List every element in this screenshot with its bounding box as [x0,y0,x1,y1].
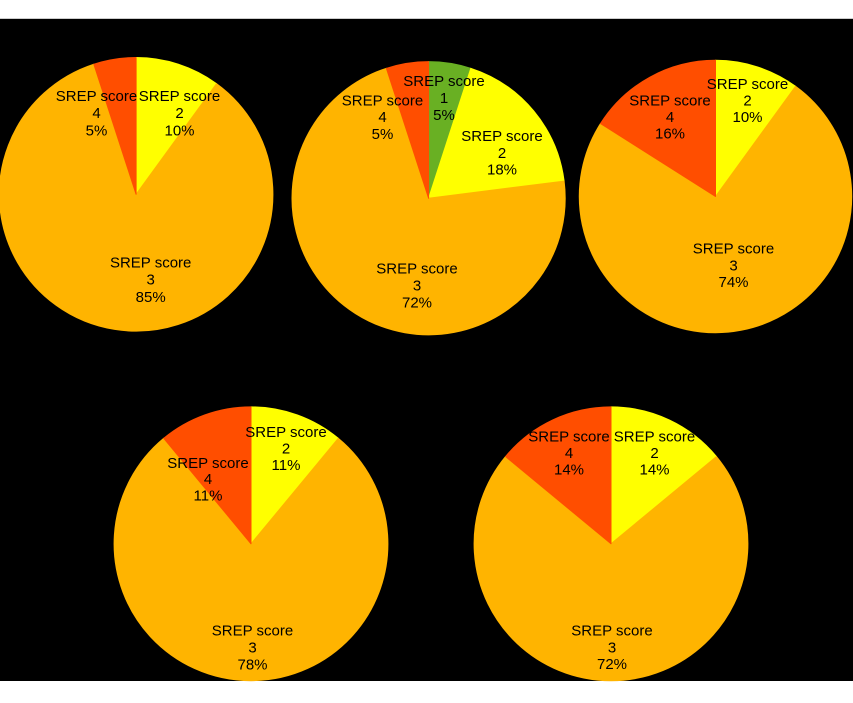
svg-text:2: 2 [743,93,751,110]
svg-text:11%: 11% [272,457,301,474]
svg-text:2: 2 [175,105,183,122]
svg-text:2: 2 [282,441,290,458]
svg-text:SREP score: SREP score [376,261,457,278]
svg-text:SREP score: SREP score [614,429,695,446]
svg-text:4: 4 [378,109,386,126]
svg-text:SREP score: SREP score [167,455,248,472]
svg-text:10%: 10% [164,123,194,140]
svg-text:85%: 85% [136,289,166,306]
svg-text:4: 4 [92,105,100,122]
svg-text:11%: 11% [194,488,223,505]
svg-text:SREP score: SREP score [693,241,774,258]
svg-text:SREP score: SREP score [110,255,191,272]
svg-text:72%: 72% [402,295,432,312]
svg-text:3: 3 [147,272,155,289]
svg-text:SREP score: SREP score [342,92,423,109]
svg-text:74%: 74% [718,274,748,291]
svg-text:1: 1 [440,90,448,107]
svg-text:SREP score: SREP score [528,429,609,446]
svg-text:14%: 14% [554,462,584,479]
svg-text:5%: 5% [86,123,108,140]
svg-text:3: 3 [248,640,256,657]
svg-text:4: 4 [666,109,674,126]
svg-text:SREP score: SREP score [245,424,326,441]
svg-text:14%: 14% [639,462,669,479]
svg-text:SREP score: SREP score [707,76,788,93]
svg-text:5%: 5% [372,126,394,143]
svg-text:3: 3 [729,257,737,274]
svg-text:SREP score: SREP score [629,93,710,110]
svg-text:SREP score: SREP score [212,623,293,640]
svg-text:4: 4 [565,445,573,462]
svg-text:4: 4 [204,471,212,488]
svg-text:72%: 72% [597,656,627,673]
svg-text:SREP score: SREP score [403,73,484,90]
svg-text:5%: 5% [433,107,455,124]
svg-text:2: 2 [498,145,506,162]
svg-text:16%: 16% [655,126,685,143]
svg-text:SREP score: SREP score [139,88,220,105]
svg-text:78%: 78% [237,657,267,674]
svg-text:3: 3 [608,640,616,657]
svg-text:2: 2 [650,445,658,462]
svg-text:SREP score: SREP score [461,128,542,145]
svg-text:18%: 18% [487,162,517,179]
svg-text:SREP score: SREP score [571,623,652,640]
svg-text:SREP score: SREP score [56,88,137,105]
svg-text:3: 3 [413,278,421,295]
svg-text:10%: 10% [732,109,762,126]
